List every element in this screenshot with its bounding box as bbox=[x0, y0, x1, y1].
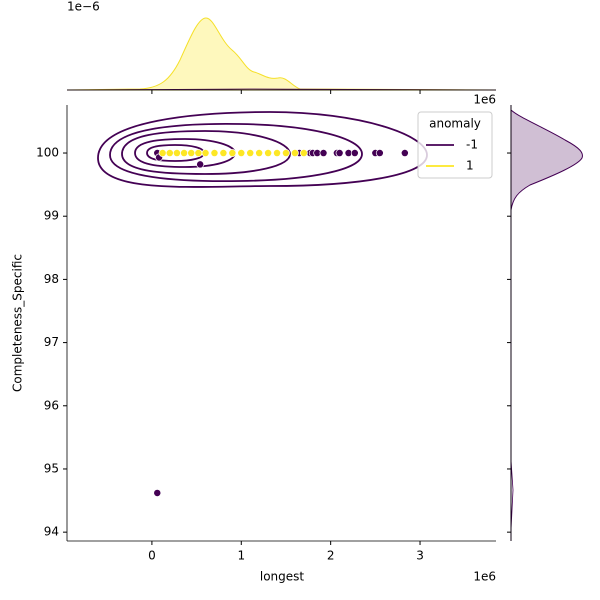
point bbox=[172, 149, 181, 157]
point bbox=[228, 149, 237, 157]
point bbox=[246, 149, 255, 157]
y-tick-label: 94 bbox=[44, 525, 59, 539]
point bbox=[210, 149, 219, 157]
point bbox=[196, 160, 205, 169]
point bbox=[400, 149, 409, 157]
right-marginal-kde bbox=[510, 105, 583, 541]
top-marginal-kde bbox=[66, 17, 497, 91]
y-tick-label: 99 bbox=[44, 209, 59, 223]
x-axis-label: longest bbox=[260, 570, 305, 584]
point bbox=[237, 149, 246, 157]
kde-contours bbox=[97, 111, 428, 188]
point bbox=[282, 149, 290, 157]
point bbox=[153, 489, 162, 497]
legend-label: -1 bbox=[466, 138, 478, 152]
legend-label: 1 bbox=[466, 159, 474, 173]
y-tick-label: 98 bbox=[44, 272, 59, 286]
point bbox=[165, 149, 174, 157]
point bbox=[319, 149, 328, 157]
y-tick-label: 96 bbox=[44, 398, 59, 412]
point bbox=[201, 149, 210, 157]
point bbox=[290, 149, 299, 157]
point bbox=[219, 149, 228, 157]
legend-title: anomaly bbox=[429, 117, 481, 131]
point bbox=[264, 149, 273, 157]
point bbox=[180, 149, 189, 157]
point bbox=[187, 149, 196, 157]
point bbox=[273, 149, 281, 157]
point bbox=[375, 149, 384, 157]
point bbox=[299, 149, 308, 157]
top-offset-label: 1e−6 bbox=[67, 0, 100, 14]
y-tick-label: 100 bbox=[36, 146, 59, 160]
point bbox=[194, 149, 203, 157]
y-tick-label: 95 bbox=[44, 461, 59, 475]
point bbox=[158, 149, 167, 157]
x-offset-label: 1e6 bbox=[473, 570, 496, 584]
x-tick-label: 2 bbox=[327, 549, 335, 563]
y-tick-label: 97 bbox=[44, 335, 59, 349]
legend: anomaly bbox=[417, 111, 493, 179]
point bbox=[255, 149, 264, 157]
point bbox=[335, 149, 344, 157]
right-offset-label: 1e6 bbox=[473, 93, 496, 107]
x-tick-label: 0 bbox=[148, 549, 156, 563]
y-axis-label: Completeness_Specific bbox=[11, 254, 25, 392]
point bbox=[350, 149, 359, 157]
x-tick-label: 1 bbox=[237, 549, 245, 563]
x-tick-label: 3 bbox=[416, 549, 424, 563]
